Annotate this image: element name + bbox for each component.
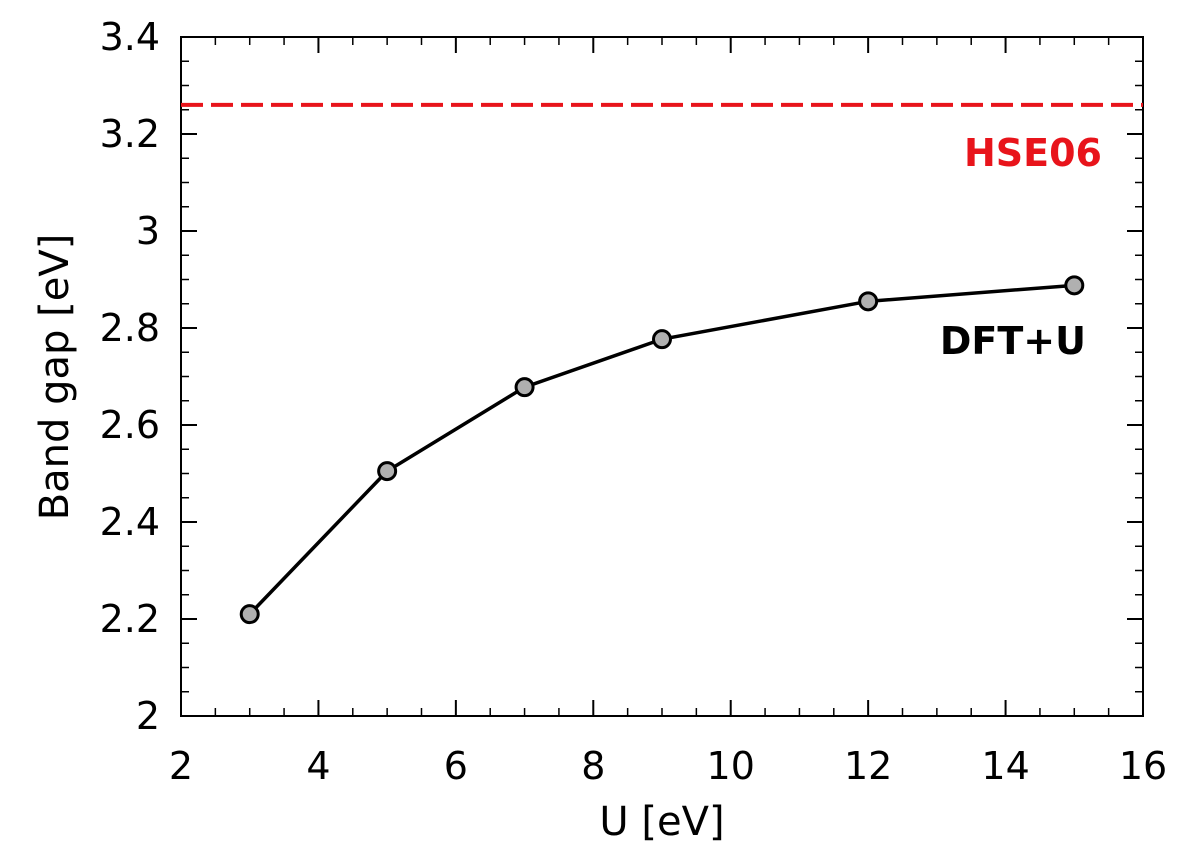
y-tick-label: 2.4: [100, 500, 160, 544]
x-axis-title: U [eV]: [599, 799, 724, 845]
y-tick-label: 2: [136, 694, 160, 738]
y-axis-title: Band gap [eV]: [32, 234, 78, 521]
x-tick-label: 16: [1119, 744, 1167, 788]
y-tick-label: 3.2: [100, 112, 160, 156]
data-series: [239, 275, 1085, 625]
axis-ticks: 2 4 6 8 10 12 14 16 2 2.2 2.4 2.6 2.8 3 3.2 3.4: [100, 15, 1168, 788]
x-tick-label: 10: [707, 744, 755, 788]
y-tick-label: 3.4: [100, 15, 160, 59]
hse06-annotation: HSE06: [964, 131, 1102, 175]
y-tick-label: 2.6: [100, 403, 160, 447]
dft-u-annotation: DFT+U: [940, 319, 1086, 363]
dft-u-data-point: [377, 461, 398, 482]
x-tick-label: 8: [581, 744, 605, 788]
dft-u-data-point: [514, 377, 535, 398]
dft-u-data-point: [239, 604, 260, 625]
dft-u-data-point: [1064, 275, 1085, 296]
dft-u-series-line: [248, 283, 1075, 616]
y-tick-label: 2.8: [100, 306, 160, 350]
x-tick-label: 6: [444, 744, 468, 788]
y-tick-label: 2.2: [100, 597, 160, 641]
x-tick-label: 12: [844, 744, 892, 788]
dft-u-data-point: [858, 291, 879, 312]
dft-u-data-point: [652, 329, 672, 350]
x-tick-label: 2: [169, 744, 193, 788]
x-tick-label: 14: [981, 744, 1029, 788]
y-tick-label: 3: [136, 209, 160, 253]
x-tick-label: 4: [306, 744, 330, 788]
